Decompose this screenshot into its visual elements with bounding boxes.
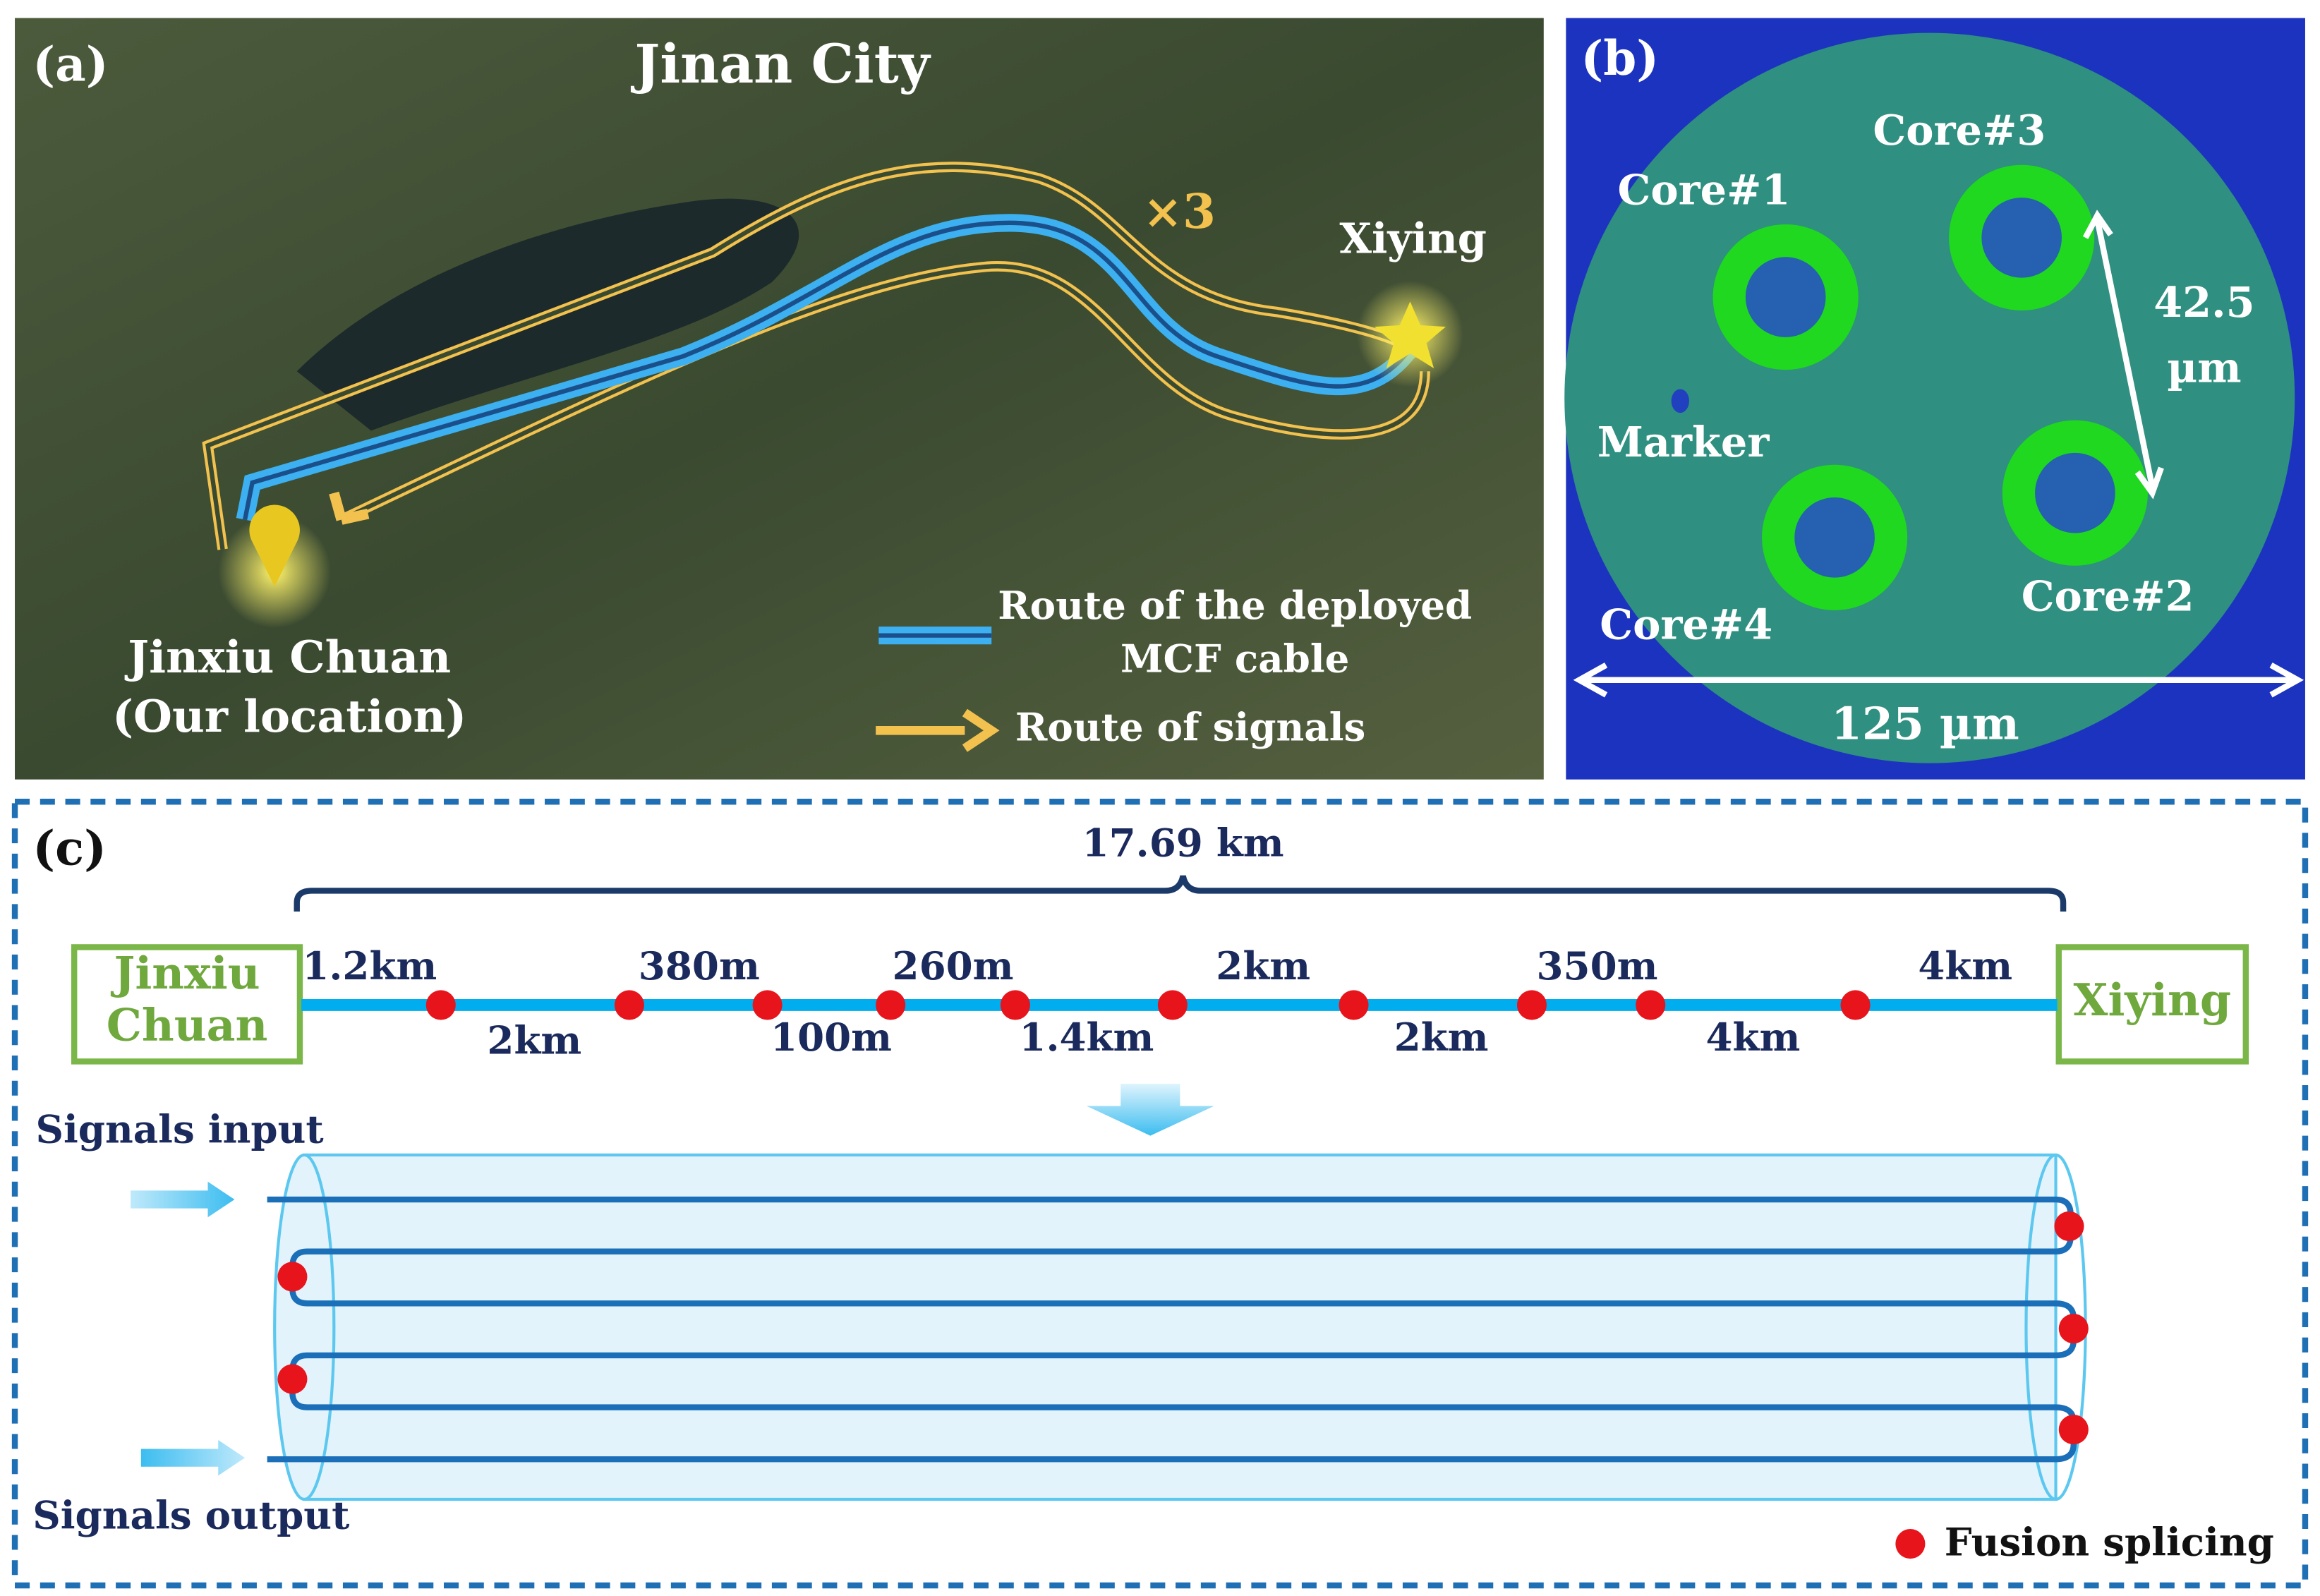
segment-length: 1.4km — [1019, 1015, 1154, 1060]
site-label: (Our location) — [112, 690, 466, 742]
diameter-label: 125 µm — [1831, 698, 2019, 750]
output-label: Signals output — [32, 1492, 349, 1537]
panel-label: (b) — [1581, 30, 1659, 86]
map-title: Jinan City — [631, 32, 931, 95]
segment-length: 100m — [771, 1015, 892, 1060]
segment-length: 1.2km — [302, 943, 437, 989]
core-label: Core#2 — [2022, 572, 2194, 621]
start-box-label: Chuan — [107, 999, 268, 1051]
marker-dot — [1671, 389, 1689, 413]
pitch-arrow — [2082, 210, 2164, 500]
star-marker — [1374, 301, 1446, 368]
core-label: Core#4 — [1600, 600, 1772, 649]
core-label: Core#3 — [1873, 106, 2046, 155]
total-length: 17.69 km — [1082, 820, 1284, 865]
fiber-cladding — [1564, 32, 2295, 763]
fiber-cylinder-end — [273, 1153, 336, 1501]
site-label: Jinxiu Chuan — [124, 631, 451, 683]
input-arrow — [131, 1181, 235, 1218]
down-arrow — [1086, 1083, 1214, 1136]
site-label: Xiying — [1339, 214, 1487, 263]
location-pin — [249, 504, 300, 587]
splice-point — [277, 1211, 2089, 1559]
legend-signal-arrow — [876, 708, 1000, 752]
legend-label: Fusion splicing — [1945, 1519, 2274, 1564]
core-label: Core#1 — [1618, 165, 1791, 214]
pitch-label: 42.5 — [2153, 278, 2254, 327]
marker-label: Marker — [1597, 418, 1770, 466]
segment-length: 2km — [1394, 1015, 1489, 1060]
panel-frame — [11, 799, 2309, 1589]
panel-label: (a) — [32, 37, 108, 92]
repeat-label: ×3 — [1143, 183, 1216, 239]
map-background — [15, 18, 1544, 780]
input-label: Signals input — [35, 1106, 323, 1151]
segment-length: 260m — [893, 943, 1014, 989]
segment-labels-bottom: 2km 100m 1.4km 2km 4km — [487, 1015, 1800, 1063]
length-brace — [294, 875, 2067, 912]
legend-label: Route of the deployed — [998, 583, 1472, 628]
panel-label: (c) — [32, 820, 107, 876]
segment-length: 380m — [639, 943, 760, 989]
start-box — [71, 944, 303, 1065]
fiber-core — [1712, 164, 2148, 610]
end-box — [2055, 944, 2249, 1065]
legend-label: MCF cable — [1120, 636, 1349, 682]
signal-route — [202, 162, 1430, 550]
segment-length: 4km — [1706, 1015, 1801, 1060]
segment-length: 4km — [1918, 943, 2012, 989]
output-arrow — [140, 1439, 246, 1476]
diameter-arrow — [1573, 663, 2304, 698]
cable-route — [236, 214, 1418, 522]
fiber-cylinder — [303, 1153, 2058, 1501]
pitch-label: µm — [2167, 344, 2241, 392]
segment-length: 2km — [1216, 943, 1310, 989]
segment-labels-top: 1.2km 380m 260m 2km 350m 4km — [302, 943, 2012, 989]
segment-length: 350m — [1537, 943, 1658, 989]
end-box-label: Xiying — [2074, 974, 2232, 1026]
start-box-label: Jinxiu — [110, 947, 260, 999]
segment-length: 2km — [487, 1017, 581, 1063]
splice-point — [425, 990, 1871, 1020]
legend-label: Route of signals — [1015, 704, 1365, 749]
